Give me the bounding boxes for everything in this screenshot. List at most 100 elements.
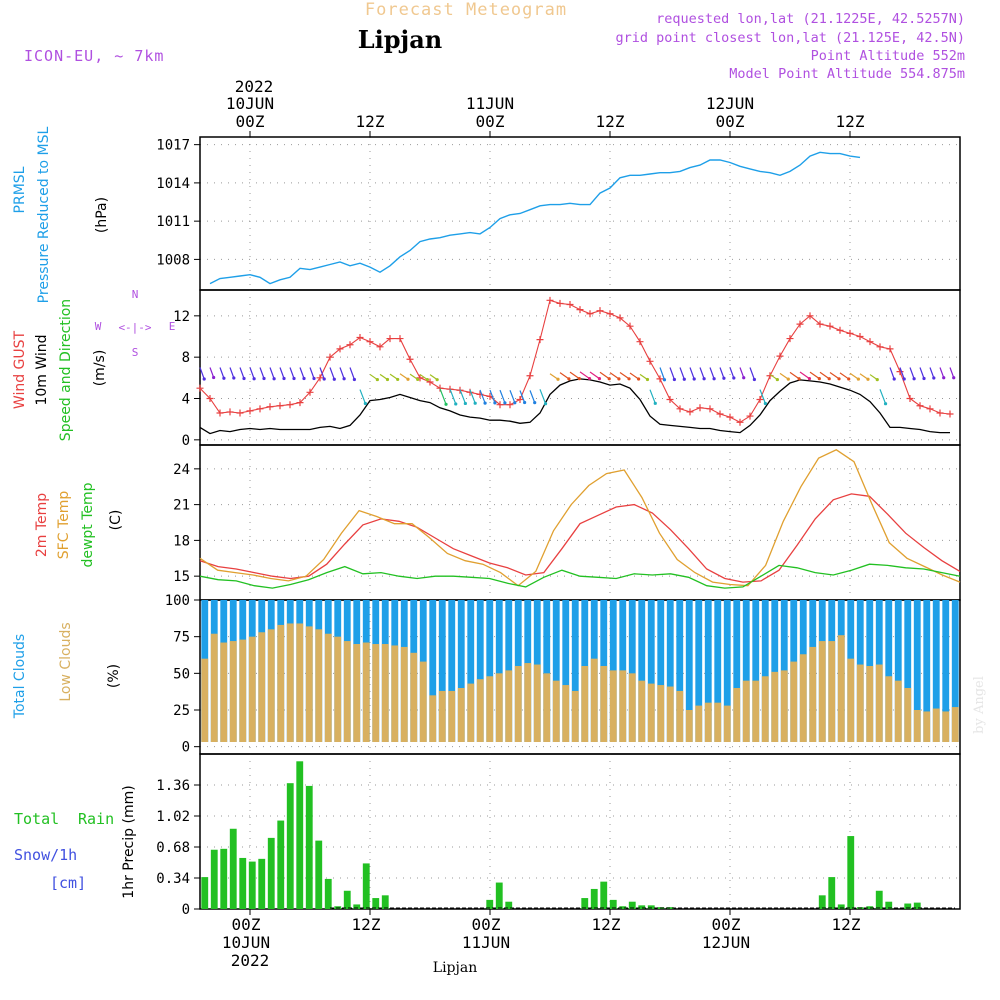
gust-marker [846, 329, 854, 337]
wind-direction-arrow [199, 367, 205, 380]
wind-direction-arrow [559, 372, 570, 380]
wind-direction-arrow [829, 372, 840, 380]
wind-direction-arrow [589, 371, 600, 380]
gust-marker [756, 396, 764, 404]
total-cloud-bar [942, 600, 950, 742]
total-cloud-bar [913, 600, 921, 742]
wind-arrow-head [567, 377, 571, 381]
low-cloud-bar [942, 711, 950, 742]
gust-marker [596, 307, 604, 315]
low-cloud-bar [809, 646, 817, 742]
low-cloud-bar [277, 624, 285, 742]
gust-marker [436, 384, 444, 392]
y-tick-label: 21 [173, 498, 190, 514]
low-cloud-bar [267, 629, 275, 742]
low-cloud-bar [543, 673, 551, 742]
low-cloud-bar [847, 658, 855, 742]
wind-direction-arrow [929, 367, 935, 379]
rain-bar [267, 837, 275, 909]
gust-marker [586, 310, 594, 318]
wind-arrow-head [332, 377, 336, 381]
gust-marker [746, 412, 754, 420]
low-cloud-bar [476, 679, 484, 742]
wind-arrow-head [732, 376, 736, 380]
total-cloud-bar [429, 600, 437, 742]
rain-bar [495, 882, 503, 909]
wind-direction-arrow [249, 367, 255, 379]
gust-label: Wind GUST [12, 330, 28, 409]
wind-arrow-head [702, 377, 706, 381]
requested-coords: requested lon,lat (21.1225E, 42.5257N) [656, 11, 965, 27]
wind-arrow-head [202, 377, 206, 381]
rain-bar [904, 903, 912, 909]
total-cloud-bar [647, 600, 655, 742]
rain-bar [913, 902, 921, 909]
gust-marker [646, 357, 654, 365]
wind-arrow-head [385, 377, 390, 382]
gust-marker [336, 345, 344, 353]
low-cloud-bar [410, 652, 418, 742]
y-tick-label: 4 [182, 392, 190, 408]
wind-arrow-head [672, 377, 676, 382]
total-cloud-bar [885, 600, 893, 742]
pressure-panel: 1008 1011 1014 1017 [156, 136, 961, 291]
low-cloud-bar [552, 680, 560, 742]
low-cloud-bar [932, 708, 940, 742]
wind-direction-arrow [319, 367, 325, 380]
low-cloud-bar [429, 695, 437, 742]
bottom-hour-label: 00Z [232, 915, 261, 934]
bottom-date-label: 12JUN [702, 933, 750, 952]
wind-arrow-head [597, 377, 602, 381]
wind-arrow-head [682, 377, 686, 381]
wind-direction-arrow [729, 367, 735, 379]
wind-arrow-head [692, 377, 696, 381]
wind-direction-arrow [919, 367, 925, 379]
wind-direction-arrow [229, 367, 235, 379]
rain-bar [277, 820, 285, 909]
y-tick-label: 1014 [156, 176, 190, 192]
low-cloud-bar [343, 641, 351, 742]
wind-arrow-head [627, 377, 631, 381]
low-cloud-bar [666, 686, 674, 742]
y-tick-label: 1011 [156, 214, 190, 230]
wind-arrow-head [493, 401, 497, 405]
low-cloud-bar [400, 646, 408, 742]
low-clouds-label: Low Clouds [58, 622, 74, 701]
credit-label: by Angel [972, 676, 987, 734]
low-cloud-bar [761, 676, 769, 742]
pressure-unit-label: (hPa) [94, 197, 110, 233]
rain-bar [315, 840, 323, 909]
gust-marker [496, 401, 504, 409]
wind-arrow-head [797, 377, 801, 381]
wind-direction-arrow [899, 367, 905, 380]
panel-frame [199, 599, 961, 755]
wind-direction-arrow [259, 367, 265, 379]
y-tick-label: 8 [182, 350, 190, 366]
low-cloud-bar [685, 710, 693, 742]
gust-marker [886, 345, 894, 353]
gust-marker [686, 408, 694, 416]
wind-direction-arrow [279, 367, 285, 379]
panel-frame [199, 289, 961, 446]
low-cloud-bar [742, 680, 750, 742]
compass-south: S [132, 346, 139, 359]
total-cloud-bar [904, 600, 912, 742]
wind-arrow-head [775, 377, 779, 382]
low-cloud-bar [923, 711, 931, 742]
wind-direction-arrow [709, 367, 715, 379]
wind-arrow-head [866, 377, 870, 381]
bottom-date-label: 10JUN [222, 933, 270, 952]
y-tick-label: 15 [173, 569, 190, 585]
total-cloud-bar [695, 600, 703, 742]
bottom-date-label: 11JUN [462, 933, 510, 952]
wind-arrow-head [786, 377, 790, 381]
low-cloud-bar [324, 633, 332, 742]
wind-dir-label: Speed and Direction [58, 299, 74, 441]
wind-direction-arrow [689, 367, 695, 380]
gust-marker [796, 320, 804, 328]
total-cloud-bar [438, 600, 446, 742]
low-cloud-bar [533, 664, 541, 742]
total-cloud-bar [562, 600, 570, 742]
wind-direction-arrow [909, 367, 915, 379]
total-clouds-label: Total Clouds [12, 634, 28, 719]
